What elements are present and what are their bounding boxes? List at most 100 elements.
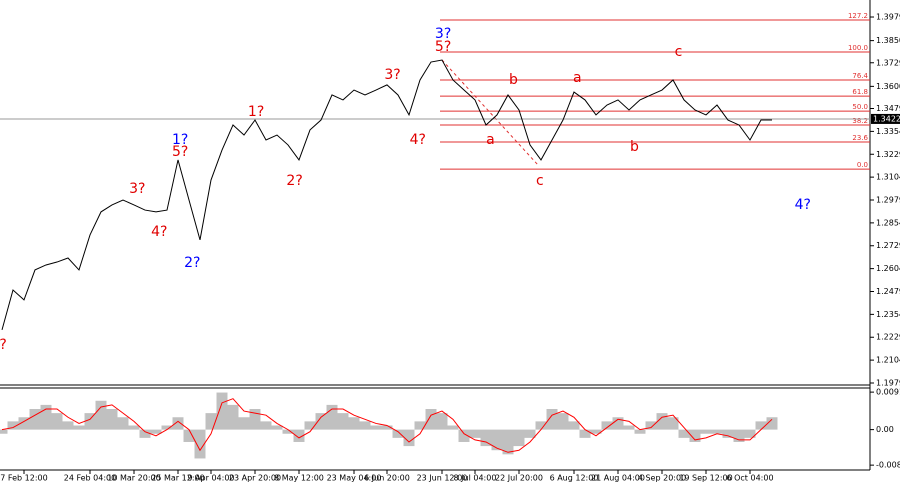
- y-tick-label: 1.3104: [876, 173, 900, 182]
- histogram-bar: [447, 425, 459, 430]
- histogram-bar: [326, 404, 338, 430]
- histogram-bar: [414, 421, 426, 430]
- y-tick-label: 1.3979: [876, 13, 900, 22]
- histogram-bar: [711, 429, 723, 434]
- y-tick-label: 0.0091: [876, 388, 900, 397]
- wave-label: 4?: [151, 224, 167, 240]
- histogram-bar: [766, 417, 778, 430]
- x-tick-label: 6 Oct 04:00: [726, 474, 773, 483]
- fib-label: 23.6: [852, 134, 868, 142]
- histogram-bar: [183, 429, 195, 442]
- histogram-bar: [601, 421, 613, 430]
- histogram-bar: [249, 409, 261, 430]
- fib-label: 127.2: [848, 12, 868, 20]
- x-tick-label: 8 May 12:00: [274, 474, 324, 483]
- y-tick-label: -0.00862: [876, 461, 900, 470]
- histogram-bar: [590, 429, 602, 434]
- y-tick-label: 1.2229: [876, 333, 900, 342]
- histogram-bar: [678, 429, 690, 438]
- histogram-bar: [557, 413, 569, 430]
- wave-label: 1?: [172, 132, 188, 148]
- histogram-bar: [689, 429, 701, 442]
- wave-label: 3?: [435, 26, 451, 42]
- histogram-bar: [480, 429, 492, 447]
- histogram-bar: [337, 413, 349, 430]
- histogram-bar: [700, 429, 712, 434]
- x-tick-label: 25 Mar 12:00: [151, 474, 204, 483]
- histogram-bar: [106, 409, 118, 430]
- wave-label: 5?: [435, 39, 451, 55]
- histogram-bar: [0, 429, 8, 434]
- histogram-bar: [524, 429, 536, 438]
- x-tick-label: 22 Jul 20:00: [495, 474, 543, 483]
- histogram-bar: [359, 421, 371, 430]
- x-tick-label: 10 Mar 20:00: [107, 474, 160, 483]
- histogram-bar: [84, 413, 96, 430]
- histogram-bar: [18, 417, 30, 430]
- x-tick-label: 6 Jun 20:00: [364, 474, 410, 483]
- y-tick-label: 1.2104: [876, 356, 900, 365]
- histogram-bar: [744, 429, 756, 438]
- histogram-bar: [733, 429, 745, 442]
- fib-label: 38.2: [852, 117, 868, 125]
- wave-label: 3?: [384, 67, 400, 83]
- wave-label: 5?: [172, 144, 188, 160]
- wave-label: a: [573, 70, 582, 86]
- histogram-bar: [436, 413, 448, 430]
- fib-label: 50.0: [852, 103, 868, 111]
- histogram-bar: [139, 429, 151, 438]
- y-tick-label: 1.2854: [876, 218, 900, 227]
- last-price-label: 1.3422: [873, 114, 900, 123]
- histogram-bar: [282, 429, 294, 434]
- y-tick-label: 1.2354: [876, 310, 900, 319]
- wave-label: 2?: [184, 255, 200, 271]
- last-price-box: [871, 113, 900, 124]
- histogram-bar: [392, 429, 404, 438]
- histogram-bar: [502, 429, 514, 455]
- histogram-bar: [216, 392, 228, 430]
- histogram-bar: [117, 417, 129, 430]
- histogram-bar: [293, 429, 305, 442]
- histogram-bar: [667, 417, 679, 430]
- histogram-bar: [51, 413, 63, 430]
- wave-label: ?: [0, 337, 7, 353]
- wave-label: 4?: [410, 132, 426, 148]
- y-tick-label: 1.3850: [876, 36, 900, 45]
- histogram-bar: [546, 409, 558, 430]
- histogram-bar: [304, 421, 316, 430]
- histogram-bar: [29, 409, 41, 430]
- histogram-bar: [513, 429, 525, 447]
- histogram-bar: [260, 421, 272, 430]
- x-tick-label: 23 May 04:00: [327, 474, 382, 483]
- wave-label: a: [486, 132, 495, 148]
- y-tick-label: 0.00: [876, 425, 894, 434]
- y-tick-label: 1.1979: [876, 378, 900, 387]
- y-tick-label: 1.3729: [876, 58, 900, 67]
- histogram-bar: [7, 421, 19, 430]
- histogram-bar: [579, 429, 591, 438]
- histogram-bar: [535, 421, 547, 430]
- histogram-bar: [315, 413, 327, 430]
- histogram-bar: [656, 413, 668, 430]
- signal-line: [1, 398, 773, 453]
- x-tick-label: 23 Apr 20:00: [229, 474, 281, 483]
- y-tick-label: 1.2604: [876, 264, 900, 273]
- histogram-bar: [40, 404, 52, 430]
- histogram-bar: [62, 421, 74, 430]
- x-tick-label: 9 Apr 04:00: [187, 474, 234, 483]
- wave-label: 4?: [795, 197, 811, 213]
- wave-label: 3?: [129, 181, 145, 197]
- histogram-bar: [645, 421, 657, 430]
- x-tick-label: 24 Feb 04:00: [64, 474, 116, 483]
- histogram-bar: [755, 421, 767, 430]
- fib-label: 61.8: [852, 88, 868, 96]
- histogram-bar: [227, 404, 239, 430]
- histogram-bar: [612, 417, 624, 430]
- y-tick-label: 1.3600: [876, 82, 900, 91]
- histogram-bar: [491, 429, 503, 451]
- histogram-bar: [722, 429, 734, 438]
- y-tick-label: 1.3229: [876, 150, 900, 159]
- x-tick-label: 6 Aug 12:00: [550, 474, 599, 483]
- x-tick-label: 23 Jun 12:00: [417, 474, 468, 483]
